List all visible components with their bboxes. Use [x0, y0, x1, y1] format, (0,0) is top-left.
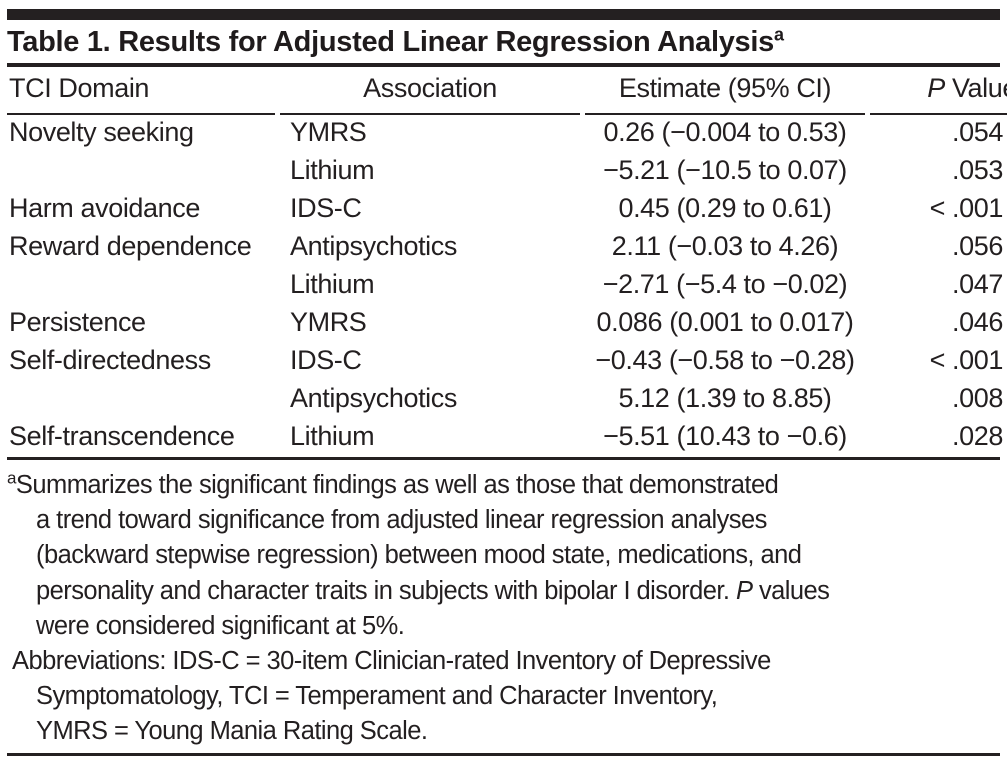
cell-p-value: .046 [952, 306, 1003, 337]
footnote-a-line-2: a trend toward significance from adjuste… [36, 506, 767, 535]
figure-bottom-rule [7, 752, 1000, 756]
cell-association: YMRS [290, 116, 367, 147]
table-title: Table 1. Results for Adjusted Linear Reg… [7, 24, 1000, 61]
cell-estimate: 0.086 (0.001 to 0.017) [596, 306, 854, 337]
title-divider-rule [7, 63, 1000, 67]
cell-estimate: −2.71 (−5.4 to −0.02) [602, 268, 848, 299]
table-row: Self-transcendence Lithium −5.51 (10.43 … [7, 419, 1007, 457]
table-row: Reward dependence Antipsychotics 2.11 (−… [7, 229, 1007, 267]
table-row: Self-directedness IDS-C −0.43 (−0.58 to … [7, 343, 1007, 381]
cell-p-value: .047 [952, 268, 1003, 299]
cell-tci-domain: Self-directedness [9, 344, 211, 375]
column-header-tci-domain: TCI Domain [7, 67, 275, 115]
cell-association: Lithium [290, 268, 375, 299]
top-thick-rule [7, 9, 1000, 20]
table-row: Lithium −2.71 (−5.4 to −0.02) .047 [7, 267, 1007, 305]
cell-tci-domain: Novelty seeking [9, 116, 194, 147]
cell-tci-domain [7, 381, 275, 419]
cell-estimate: −5.21 (−10.5 to 0.07) [603, 154, 847, 185]
regression-results-table: TCI Domain Association Estimate (95% CI)… [2, 67, 1007, 457]
cell-p-value: .054 [952, 116, 1003, 147]
p-value-header-rest: Value [951, 72, 1007, 103]
cell-p-value: .008 [952, 382, 1003, 413]
footnote-a-italic-p: P [735, 576, 753, 605]
footnote-a-line-1: aSummarizes the significant findings as … [7, 468, 1000, 503]
cell-p-value: < .001 [929, 344, 1004, 375]
cell-association: YMRS [290, 306, 367, 337]
cell-estimate: −5.51 (10.43 to −0.6) [603, 420, 847, 451]
abbreviations-line-2: Symptomatology, TCI = Temperament and Ch… [36, 682, 718, 711]
table-bottom-rule [7, 456, 1000, 460]
footnote-a-text-4-post: values [752, 576, 830, 605]
cell-estimate: 2.11 (−0.03 to 4.26) [611, 230, 839, 261]
cell-p-value: .053 [952, 154, 1003, 185]
cell-tci-domain: Persistence [9, 306, 146, 337]
footnote-a-line-5: were considered significant at 5%. [36, 611, 405, 640]
footnote-a-line-3: (backward stepwise regression) between m… [36, 541, 802, 570]
cell-p-value: .028 [952, 420, 1003, 451]
table-row: Novelty seeking YMRS 0.26 (−0.004 to 0.5… [7, 115, 1007, 153]
column-header-association: Association [280, 67, 580, 115]
cell-tci-domain [7, 153, 275, 191]
table-row: Harm avoidance IDS-C 0.45 (0.29 to 0.61)… [7, 191, 1007, 229]
cell-tci-domain: Harm avoidance [9, 192, 200, 223]
cell-tci-domain: Reward dependence [9, 230, 252, 261]
cell-tci-domain [7, 267, 275, 305]
p-value-header-italic-p: P [927, 72, 945, 103]
abbreviations-line-3: YMRS = Young Mania Rating Scale. [36, 717, 428, 746]
cell-association: Lithium [290, 154, 375, 185]
abbreviations-line-1: Abbreviations: IDS-C = 30-item Clinician… [12, 647, 771, 676]
column-header-p-value: P Value [870, 67, 1007, 115]
cell-estimate: 0.26 (−0.004 to 0.53) [603, 116, 847, 147]
cell-estimate: 0.45 (0.29 to 0.61) [618, 192, 832, 223]
header-row: TCI Domain Association Estimate (95% CI)… [7, 67, 1007, 115]
footnote-a-line-4: personality and character traits in subj… [7, 574, 1000, 609]
footnote-a-marker: a [7, 468, 16, 488]
cell-estimate: 5.12 (1.39 to 8.85) [618, 382, 832, 413]
cell-estimate: −0.43 (−0.58 to −0.28) [595, 344, 855, 375]
footnote-a-text-1: Summarizes the significant findings as w… [15, 471, 779, 499]
table-row: Persistence YMRS 0.086 (0.001 to 0.017) … [7, 305, 1007, 343]
column-header-estimate: Estimate (95% CI) [585, 67, 865, 115]
cell-association: Lithium [290, 420, 375, 451]
table-title-footnote-marker: a [773, 24, 784, 45]
cell-p-value: .056 [952, 230, 1003, 261]
cell-p-value: < .001 [929, 192, 1004, 223]
cell-association: Antipsychotics [290, 382, 457, 413]
table-title-text: Table 1. Results for Adjusted Linear Reg… [7, 26, 774, 58]
cell-association: IDS-C [290, 192, 362, 223]
cell-tci-domain: Self-transcendence [9, 420, 235, 451]
table-row: Antipsychotics 5.12 (1.39 to 8.85) .008 [7, 381, 1007, 419]
cell-association: IDS-C [290, 344, 362, 375]
table-footnotes: aSummarizes the significant findings as … [7, 468, 1000, 750]
cell-association: Antipsychotics [290, 230, 457, 261]
footnote-a-text-4-pre: personality and character traits in subj… [36, 576, 736, 605]
table-row: Lithium −5.21 (−10.5 to 0.07) .053 [7, 153, 1007, 191]
